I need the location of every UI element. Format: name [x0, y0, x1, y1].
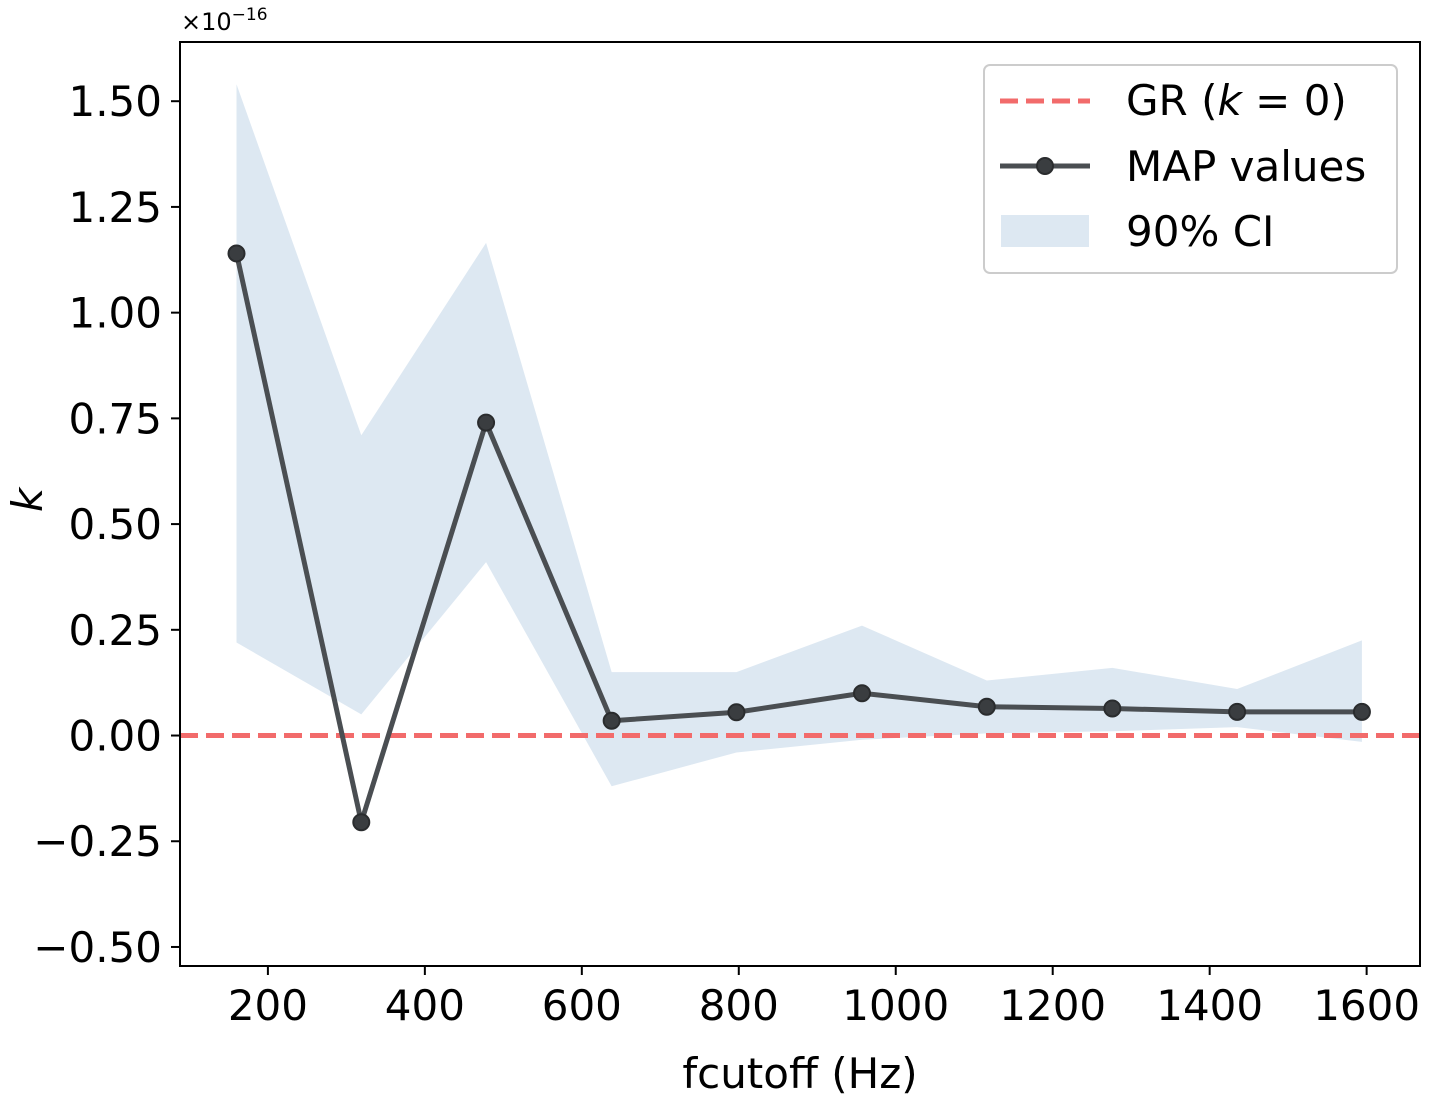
plot-frame	[179, 41, 1421, 967]
map-point	[1352, 702, 1371, 721]
y-offset-base: ×10	[181, 8, 232, 36]
x-tick-label: 1000	[842, 981, 949, 1030]
y-axis: −0.50 −0.25 0.00 0.25 0.50 0.75 1.00 1.25 1.50	[33, 77, 180, 972]
map-point	[977, 697, 996, 716]
map-series-layer	[227, 244, 1371, 832]
legend-ci-label: 90% CI	[1126, 207, 1274, 256]
map-line	[234, 252, 1362, 825]
map-point	[602, 711, 621, 730]
map-point	[727, 703, 746, 722]
x-tick-label: 1600	[1313, 981, 1420, 1030]
legend-gr-label: GR (k = 0)	[1126, 76, 1347, 125]
y-tick-label: −0.50	[33, 923, 162, 972]
legend-gr-var: k	[1217, 76, 1243, 125]
map-point	[227, 244, 246, 263]
map-point	[1103, 699, 1122, 718]
x-tick-label: 1200	[999, 981, 1106, 1030]
y-tick-label: 0.25	[68, 606, 162, 655]
map-point	[853, 684, 871, 703]
ci-band	[236, 84, 1362, 787]
map-point	[477, 413, 496, 432]
x-tick-label: 1400	[1156, 981, 1263, 1030]
y-offset-label: ×10−16	[181, 5, 268, 36]
x-axis: 200 400 600 800 1000 1200 1400 1600	[228, 966, 1420, 1030]
y-axis-label: k	[3, 486, 52, 512]
legend-ci-swatch	[1001, 215, 1089, 247]
legend-gr-suffix: = 0)	[1242, 76, 1347, 125]
y-offset-exponent: −16	[232, 5, 268, 25]
y-tick-label: 0.75	[68, 394, 162, 443]
y-tick-label: 0.00	[68, 712, 162, 761]
y-tick-label: 0.50	[68, 500, 162, 549]
x-tick-label: 800	[699, 981, 779, 1030]
map-point	[352, 813, 371, 832]
legend-gr-prefix: GR (	[1126, 76, 1217, 125]
x-tick-label: 400	[385, 981, 465, 1030]
x-axis-label: fcutoff (Hz)	[682, 1049, 917, 1098]
legend-map-marker	[1036, 157, 1054, 175]
y-tick-label: 1.25	[68, 183, 162, 232]
map-point	[1228, 702, 1247, 721]
y-tick-label: −0.25	[33, 817, 162, 866]
x-tick-label: 200	[228, 981, 308, 1030]
ci-band-layer	[236, 84, 1362, 787]
x-tick-label: 600	[542, 981, 622, 1030]
legend: GR (k = 0) MAP values 90% CI	[983, 64, 1398, 274]
y-tick-label: 1.50	[68, 77, 162, 126]
y-tick-label: 1.00	[68, 289, 162, 338]
legend-map-label: MAP values	[1126, 142, 1366, 191]
